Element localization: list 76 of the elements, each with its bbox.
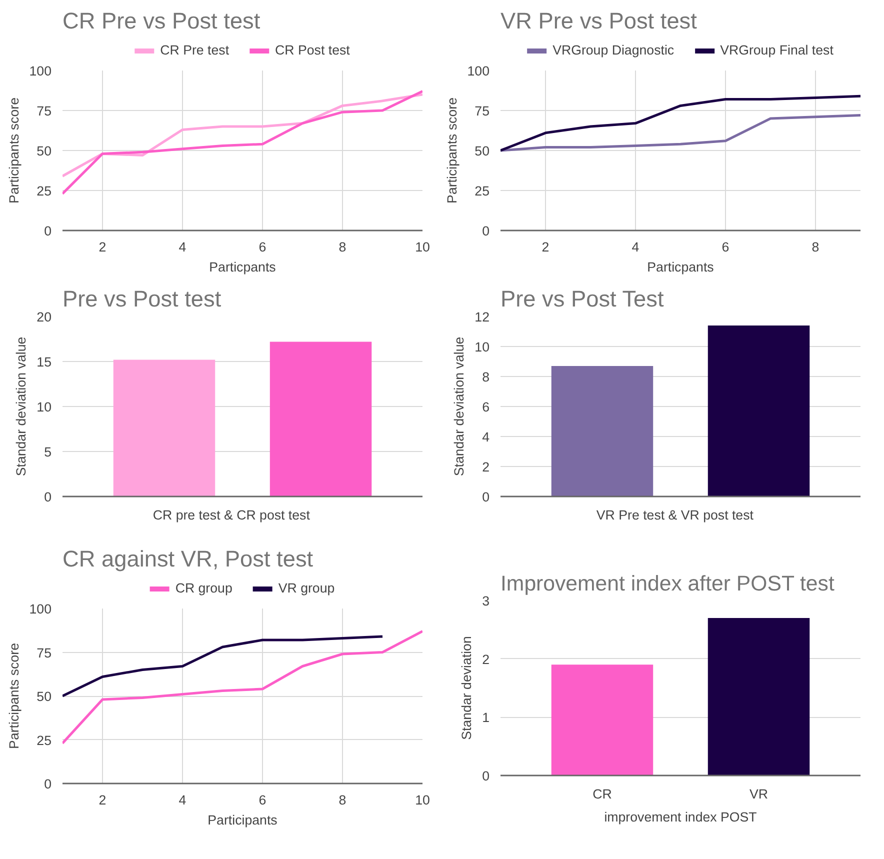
y-tick-label: 8 <box>482 370 490 384</box>
y-tick-label: 6 <box>482 400 490 414</box>
y-tick-label: 3 <box>482 594 490 608</box>
x-tick-label: 6 <box>258 240 266 254</box>
y-tick-label: 100 <box>29 64 52 78</box>
y-tick-label: 2 <box>482 460 490 474</box>
x-tick-label: CR <box>592 786 612 802</box>
y-tick-label: 10 <box>36 400 52 414</box>
y-axis-title: Standar deviation value <box>14 336 29 476</box>
legend-label: CR group <box>175 580 232 596</box>
x-tick-label: 4 <box>178 240 187 254</box>
y-tick-label: 12 <box>474 310 490 324</box>
x-tick-label: 10 <box>415 240 430 254</box>
y-tick-label: 0 <box>44 776 52 792</box>
legend-label: VRGroup Diagnostic <box>552 42 674 58</box>
chart-title: Improvement index after POST test <box>500 572 834 596</box>
x-tick-label: VR <box>750 786 768 802</box>
y-axis-title: Standar deviation value <box>452 336 467 476</box>
chart-title: CR Pre vs Post test <box>62 8 261 34</box>
y-tick-label: 25 <box>474 184 490 198</box>
line-series <box>62 630 422 744</box>
legend-label: CR Post test <box>275 42 350 58</box>
y-tick-label: 0 <box>44 224 52 238</box>
y-tick-label: 0 <box>482 768 490 784</box>
y-axis-title: Participants score <box>444 98 460 204</box>
x-tick-label: 2 <box>98 792 106 808</box>
x-tick-label: 4 <box>632 240 640 254</box>
x-tick-label: 2 <box>542 240 550 254</box>
chart-title: Pre vs Post Test <box>500 286 664 312</box>
legend-label: CR Pre test <box>160 42 230 58</box>
y-tick-label: 25 <box>36 732 52 748</box>
legend-label: VRGroup Final test <box>720 42 834 58</box>
x-axis-title: Particpants <box>647 260 714 274</box>
x-axis-title: improvement index POST <box>604 810 757 824</box>
y-tick-label: 0 <box>482 490 490 504</box>
line-series <box>62 635 384 698</box>
y-tick-label: 75 <box>36 645 52 660</box>
y-tick-label: 100 <box>29 602 52 616</box>
chart-title: Pre vs Post test <box>62 286 222 312</box>
y-tick-label: 5 <box>44 444 52 460</box>
y-tick-label: 50 <box>474 144 490 158</box>
x-tick-label: 8 <box>338 792 346 808</box>
line-series <box>500 94 860 152</box>
x-axis-title: Particpants <box>209 260 276 274</box>
y-tick-label: 20 <box>36 310 52 324</box>
y-tick-label: 15 <box>36 354 52 370</box>
x-tick-label: 6 <box>258 792 266 808</box>
y-axis-title: Participants score <box>6 98 22 204</box>
y-tick-label: 2 <box>482 652 490 667</box>
x-tick-label: 2 <box>98 240 106 254</box>
chart-title: VR Pre vs Post test <box>500 8 698 34</box>
x-axis-title: VR Pre test & VR post test <box>596 508 754 522</box>
line-series <box>62 90 422 195</box>
y-tick-label: 4 <box>482 430 490 444</box>
y-axis-title: Standar deviation <box>459 636 474 740</box>
y-tick-label: 25 <box>36 184 52 198</box>
y-tick-label: 75 <box>36 104 52 118</box>
y-tick-label: 1 <box>482 710 490 726</box>
x-axis-title: CR pre test & CR post test <box>152 508 310 522</box>
y-tick-label: 0 <box>44 490 52 504</box>
y-tick-label: 0 <box>482 224 490 238</box>
y-tick-label: 100 <box>467 64 490 78</box>
y-tick-label: 50 <box>36 144 52 158</box>
x-tick-label: 4 <box>178 792 187 808</box>
x-tick-label: 10 <box>415 792 430 808</box>
y-tick-label: 75 <box>474 104 490 118</box>
chart-title: CR against VR, Post test <box>62 546 314 572</box>
y-tick-label: 50 <box>36 689 52 704</box>
y-axis-title: Participants score <box>6 643 22 749</box>
x-tick-label: 8 <box>812 240 820 254</box>
x-tick-label: 6 <box>722 240 730 254</box>
legend-label: VR group <box>278 580 335 596</box>
x-axis-title: Participants <box>208 812 278 828</box>
x-tick-label: 8 <box>338 240 346 254</box>
line-series <box>500 114 860 152</box>
y-tick-label: 10 <box>474 340 490 354</box>
